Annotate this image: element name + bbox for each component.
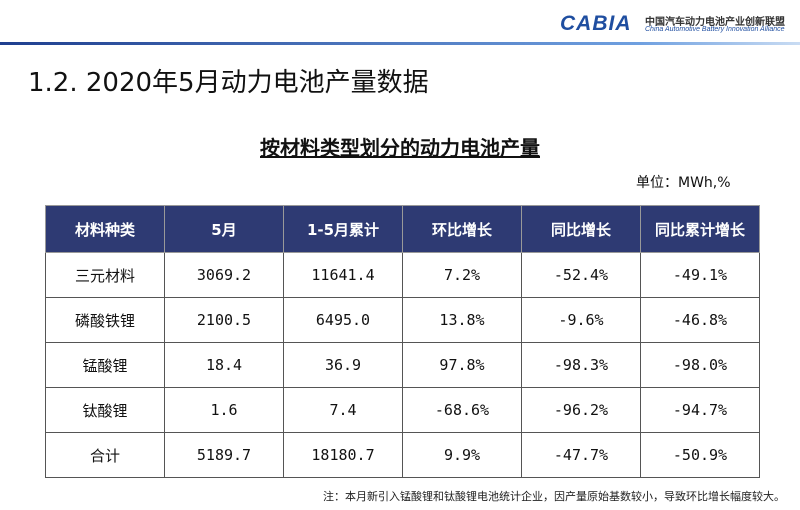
cell: -98.0% [640, 342, 760, 388]
row-label: 合计 [45, 432, 165, 478]
cell: 18180.7 [283, 432, 403, 478]
table-row: 合计 5189.7 18180.7 9.9% -47.7% -50.9% [45, 432, 760, 478]
cell: -94.7% [640, 387, 760, 433]
note: 注：本月新引入锰酸锂和钛酸锂电池统计企业，因产量原始基数较小，导致环比增长幅度较… [323, 490, 785, 503]
unit: 单位：MWh,% [636, 175, 731, 191]
row-label: 磷酸铁锂 [45, 297, 165, 343]
cell: -46.8% [640, 297, 760, 343]
column-header: 同比累计增长 [640, 205, 760, 253]
column-header: 材料种类 [45, 205, 165, 253]
cell: 7.4 [283, 387, 403, 433]
cell: 5189.7 [164, 432, 284, 478]
cell: 7.2% [402, 252, 522, 298]
cell: 1.6 [164, 387, 284, 433]
cell: 2100.5 [164, 297, 284, 343]
cell: -47.7% [521, 432, 641, 478]
cell: 13.8% [402, 297, 522, 343]
cell: 9.9% [402, 432, 522, 478]
cell: 36.9 [283, 342, 403, 388]
logo: CABIA [560, 12, 632, 35]
column-header: 同比增长 [521, 205, 641, 253]
org-name-en: China Automotive Battery Innovation Alli… [645, 26, 785, 33]
cell: -68.6% [402, 387, 522, 433]
table-row: 磷酸铁锂 2100.5 6495.0 13.8% -9.6% -46.8% [45, 297, 760, 343]
cell: -9.6% [521, 297, 641, 343]
cell: 3069.2 [164, 252, 284, 298]
cell: -49.1% [640, 252, 760, 298]
data-table: 材料种类 5月 1-5月累计 环比增长 同比增长 同比累计增长 三元材料 3069.2 1164… [45, 205, 760, 478]
cell: 6495.0 [283, 297, 403, 343]
cell: 97.8% [402, 342, 522, 388]
header-rule [0, 42, 800, 45]
cell: -98.3% [521, 342, 641, 388]
cell: -50.9% [640, 432, 760, 478]
column-header: 5月 [164, 205, 284, 253]
table-row: 锰酸锂 18.4 36.9 97.8% -98.3% -98.0% [45, 342, 760, 388]
subtitle: 按材料类型划分的动力电池产量 [260, 136, 540, 160]
cell: 11641.4 [283, 252, 403, 298]
column-header: 1-5月累计 [283, 205, 403, 253]
table-row: 三元材料 3069.2 11641.4 7.2% -52.4% -49.1% [45, 252, 760, 298]
header-row: 材料种类 5月 1-5月累计 环比增长 同比增长 同比累计增长 [45, 205, 760, 253]
cell: -52.4% [521, 252, 641, 298]
row-label: 三元材料 [45, 252, 165, 298]
org-name: 中国汽车动力电池产业创新联盟 [645, 17, 785, 28]
title: 1.2. 2020年5月动力电池产量数据 [28, 68, 429, 98]
row-label: 锰酸锂 [45, 342, 165, 388]
table-row: 钛酸锂 1.6 7.4 -68.6% -96.2% -94.7% [45, 387, 760, 433]
row-label: 钛酸锂 [45, 387, 165, 433]
cell: -96.2% [521, 387, 641, 433]
column-header: 环比增长 [402, 205, 522, 253]
cell: 18.4 [164, 342, 284, 388]
